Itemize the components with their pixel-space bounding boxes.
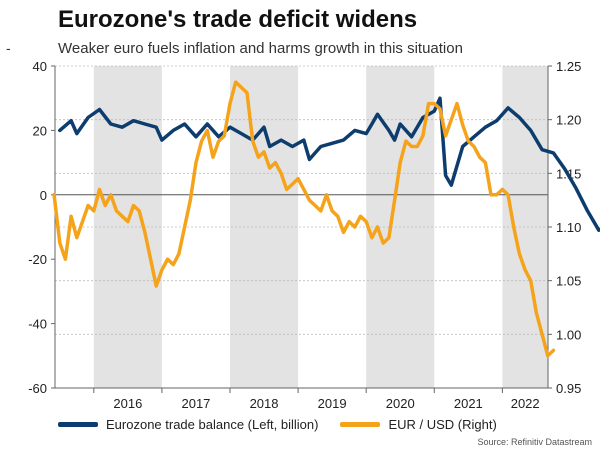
legend-label-eurusd: EUR / USD (Right) <box>388 417 497 432</box>
chart-subtitle: Weaker euro fuels inflation and harms gr… <box>58 40 463 57</box>
x-tick-label: 2019 <box>318 396 347 410</box>
series-line-eurusd <box>52 80 556 358</box>
x-tick-label: 2021 <box>454 396 483 410</box>
x-tick-label: 2018 <box>250 396 279 410</box>
legend-label-trade-balance: Eurozone trade balance (Left, billion) <box>106 417 319 432</box>
chart-area: -60-40-20020400.951.001.051.101.151.201.… <box>28 59 600 410</box>
legend-item-eurusd: EUR / USD (Right) <box>340 417 497 432</box>
dash-mark: - <box>6 40 11 56</box>
right-tick-label: 0.95 <box>556 381 581 396</box>
left-tick-label: -40 <box>28 317 47 332</box>
chart-title: Eurozone's trade deficit widens <box>58 6 418 33</box>
x-tick-label: 2022 <box>511 396 540 410</box>
x-tick-label: 2016 <box>113 396 142 410</box>
right-tick-label: 1.25 <box>556 59 581 74</box>
right-tick-label: 1.00 <box>556 327 581 342</box>
source-note: Source: Refinitiv Datastream <box>477 437 592 447</box>
left-tick-label: -60 <box>28 381 47 396</box>
legend-swatch-eurusd <box>340 422 381 427</box>
left-tick-label: 20 <box>33 123 47 138</box>
x-tick-label: 2017 <box>181 396 210 410</box>
left-tick-label: -20 <box>28 252 47 267</box>
left-tick-label: 0 <box>40 188 47 203</box>
shaded-band-2022 <box>502 66 548 388</box>
legend-item-trade-balance: Eurozone trade balance (Left, billion) <box>58 417 318 432</box>
series-line-trade-balance <box>58 96 600 232</box>
legend: Eurozone trade balance (Left, billion) E… <box>58 417 519 432</box>
legend-swatch-trade-balance <box>58 422 98 427</box>
x-tick-label: 2020 <box>386 396 415 410</box>
right-tick-label: 1.20 <box>556 113 581 128</box>
left-tick-label: 40 <box>33 59 47 74</box>
right-tick-label: 1.10 <box>556 220 581 235</box>
right-tick-label: 1.05 <box>556 274 581 289</box>
